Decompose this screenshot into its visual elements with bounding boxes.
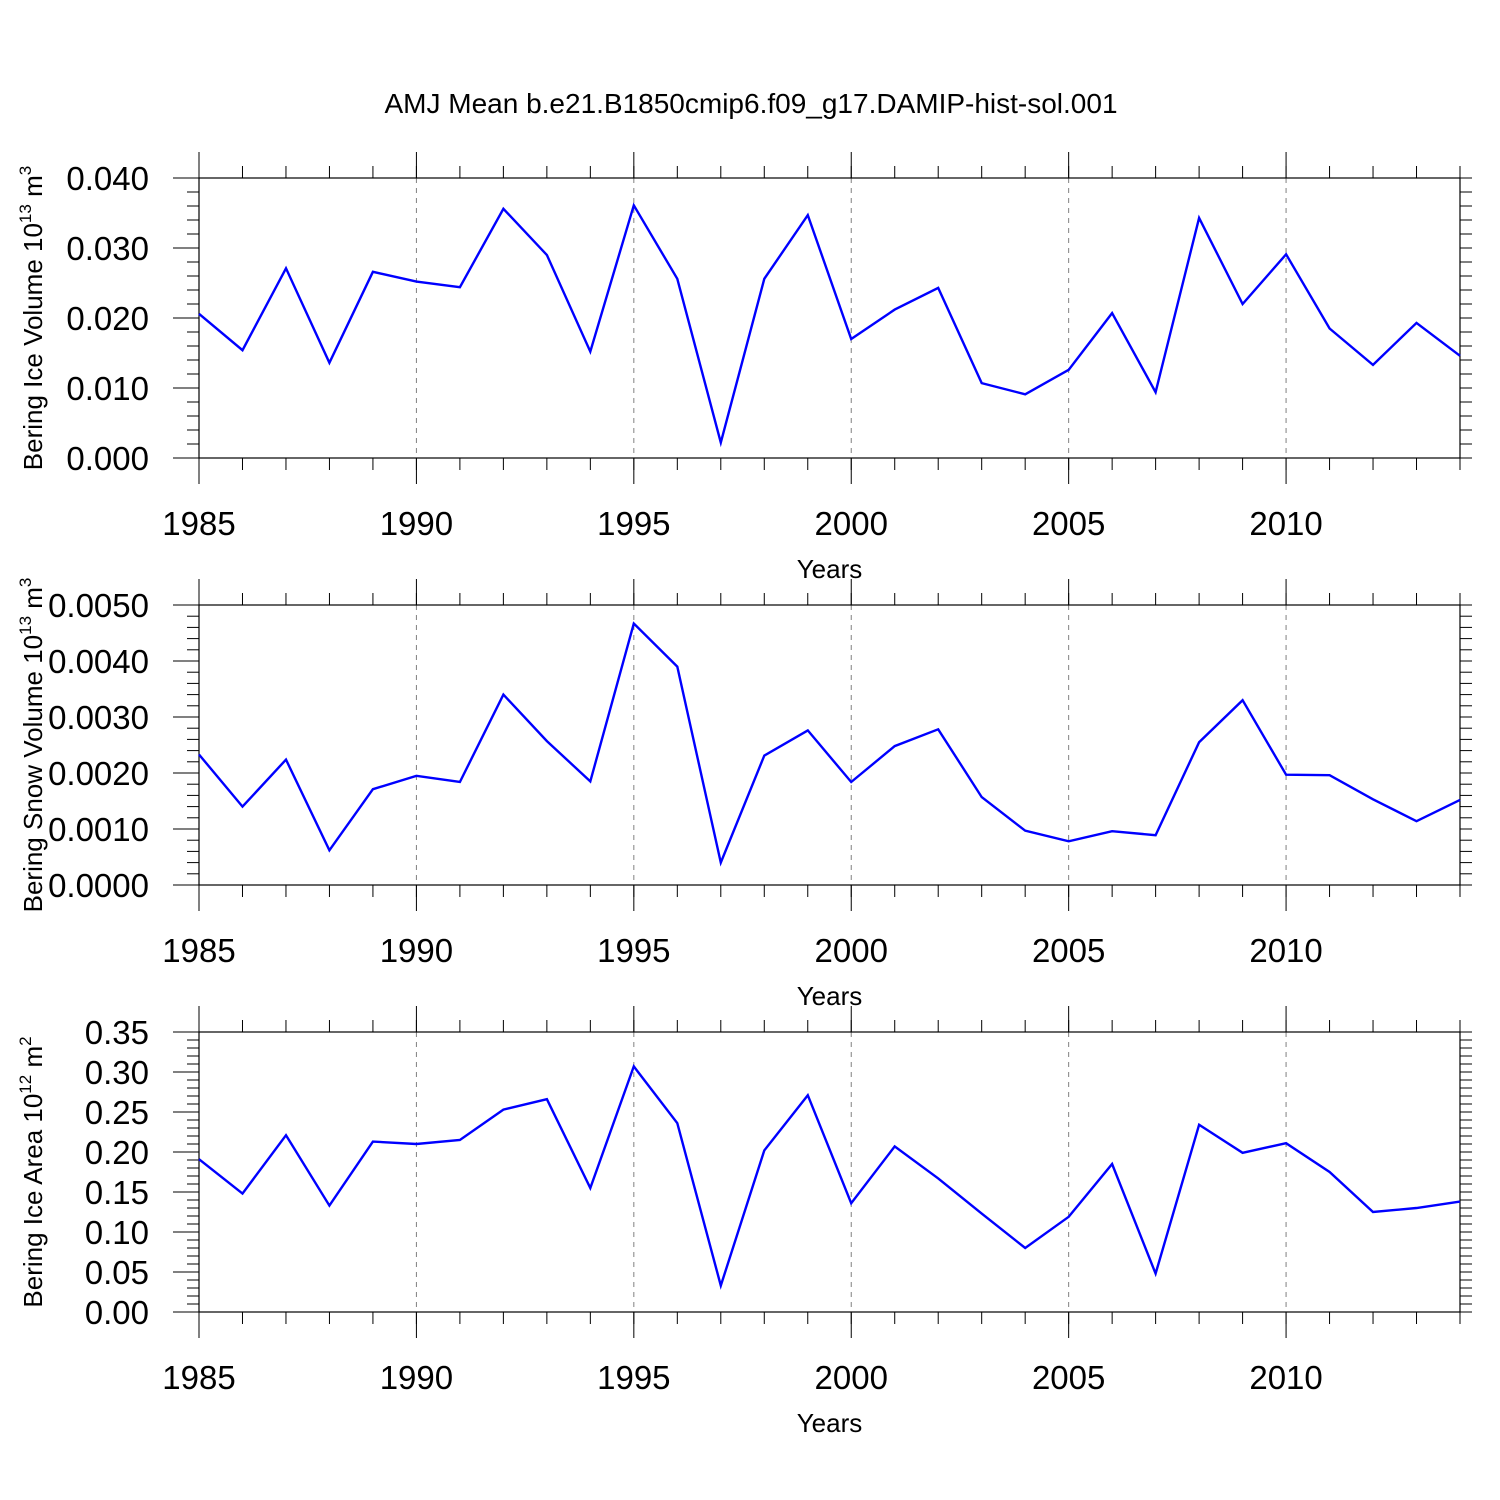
chart-panel-1: 1985 1990 1995 2000 2005 2010 0.000 0.010 0.020 0…: [16, 152, 1472, 584]
data-series-line: [198, 202, 1461, 448]
x-tick-label: 2005: [1032, 505, 1105, 542]
chart-panel-2: 1985 1990 1995 2000 2005 2010 0.0000 0.0010 0.00…: [16, 578, 1472, 1011]
y-tick-label: 0.30: [85, 1054, 149, 1091]
y-tick-label: 0.0010: [48, 811, 149, 848]
chart-panel-3: 1985 1990 1995 2000 2005 2010 0.000.050.100.15…: [16, 1006, 1472, 1438]
x-tick-label: 2000: [815, 505, 888, 542]
y-tick-label: 0.00: [85, 1294, 149, 1331]
x-tick-label: 2005: [1032, 1359, 1105, 1396]
x-tick-label: 1990: [380, 505, 453, 542]
y-axis-label: Bering Ice Volume 1013 m3: [16, 166, 48, 470]
y-axis-label-unit: m: [18, 175, 48, 204]
x-tick-label: 1985: [162, 932, 235, 969]
panels: 1985 1990 1995 2000 2005 2010 0.000 0.010 0.020 0…: [16, 152, 1472, 1438]
x-tick-label: 1995: [597, 932, 670, 969]
y-tick-label: 0.0030: [48, 699, 149, 736]
y-tick-label: 0.35: [85, 1014, 149, 1051]
x-tick-label: 2010: [1249, 505, 1322, 542]
x-tick-label: 1990: [380, 932, 453, 969]
y-tick-label: 0.15: [85, 1174, 149, 1211]
x-axis-label: Years: [797, 981, 863, 1011]
x-tick-label: 2000: [815, 1359, 888, 1396]
x-axis-label: Years: [797, 1408, 863, 1438]
data-series-line: [198, 1063, 1461, 1290]
plot-frame: [198, 177, 1461, 459]
y-axis-label: Bering Snow Volume 1013 m3: [16, 578, 48, 913]
y-tick-label: 0.0050: [48, 587, 149, 624]
x-axis-label: Years: [797, 554, 863, 584]
y-axis-label-unit: m: [18, 1046, 48, 1075]
y-axis-label-main: Bering Ice Volume 10: [18, 223, 48, 470]
plot-frame: [198, 604, 1461, 886]
y-axis-label-unit-exponent: 3: [16, 578, 35, 587]
y-tick-label: 0.0040: [48, 643, 149, 680]
y-axis-label-unit: m: [18, 587, 48, 616]
y-tick-label: 0.0000: [48, 867, 149, 904]
y-axis-label-unit-exponent: 2: [16, 1036, 35, 1045]
x-tick-label: 1995: [597, 1359, 670, 1396]
y-tick-label: 0.020: [66, 300, 149, 337]
y-tick-label: 0.05: [85, 1254, 149, 1291]
data-series-line: [198, 621, 1461, 867]
y-axis-label-exponent: 13: [16, 616, 35, 635]
x-tick-label: 1985: [162, 505, 235, 542]
y-axis-label-exponent: 13: [16, 204, 35, 223]
y-axis-label-main: Bering Snow Volume 10: [18, 635, 48, 913]
x-tick-label: 1985: [162, 1359, 235, 1396]
figure-title: AMJ Mean b.e21.B1850cmip6.f09_g17.DAMIP-…: [384, 88, 1117, 119]
y-axis-label-main: Bering Ice Area 10: [18, 1094, 48, 1308]
y-tick-label: 0.000: [66, 440, 149, 477]
y-axis-label-unit-exponent: 3: [16, 166, 35, 175]
y-tick-label: 0.25: [85, 1094, 149, 1131]
x-tick-label: 1995: [597, 505, 670, 542]
y-axis-label-exponent: 12: [16, 1075, 35, 1094]
x-tick-label: 2010: [1249, 932, 1322, 969]
y-tick-label: 0.20: [85, 1134, 149, 1171]
x-tick-label: 2010: [1249, 1359, 1322, 1396]
y-tick-label: 0.10: [85, 1214, 149, 1251]
y-tick-label: 0.040: [66, 160, 149, 197]
x-tick-label: 2005: [1032, 932, 1105, 969]
y-tick-label: 0.010: [66, 370, 149, 407]
y-axis-label: Bering Ice Area 1012 m2: [16, 1036, 48, 1307]
y-tick-label: 0.030: [66, 230, 149, 267]
y-tick-label: 0.0020: [48, 755, 149, 792]
x-tick-label: 1990: [380, 1359, 453, 1396]
x-tick-label: 2000: [815, 932, 888, 969]
plot-frame: [198, 1031, 1461, 1313]
